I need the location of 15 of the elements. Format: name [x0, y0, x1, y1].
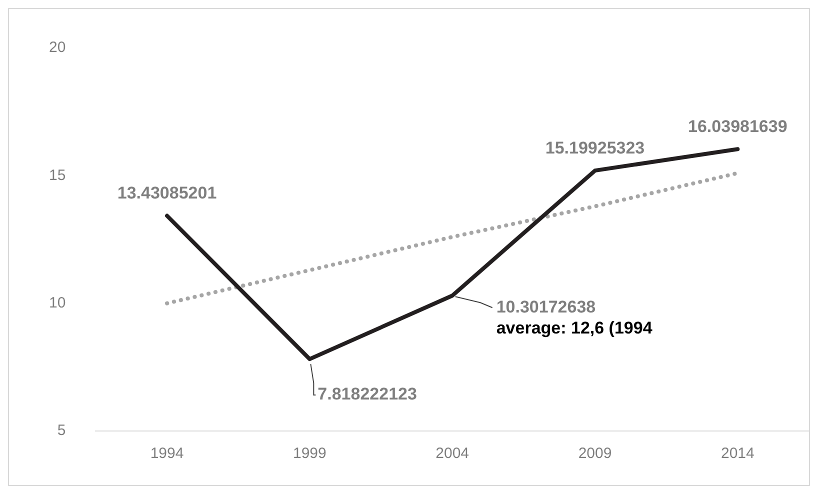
y-tick-label: 10: [48, 294, 66, 312]
x-tick-label: 1994: [150, 445, 184, 462]
annotation: average: 12,6 (1994: [496, 318, 653, 338]
data-label: 10.30172638: [496, 297, 596, 316]
data-label: 16.03981639: [688, 116, 788, 136]
x-tick-label: 1999: [292, 445, 326, 462]
y-tick-label: 15: [48, 166, 66, 184]
y-tick-label: 20: [48, 39, 66, 56]
data-label: 15.19925323: [545, 138, 645, 158]
x-tick-label: 2004: [436, 445, 470, 462]
x-tick-label: 2014: [720, 445, 754, 462]
data-label: 7.818222123: [318, 384, 417, 404]
x-tick-label: 2009: [578, 445, 612, 462]
y-tick-label: 5: [57, 422, 66, 440]
data-label: 13.43085201: [117, 183, 217, 202]
